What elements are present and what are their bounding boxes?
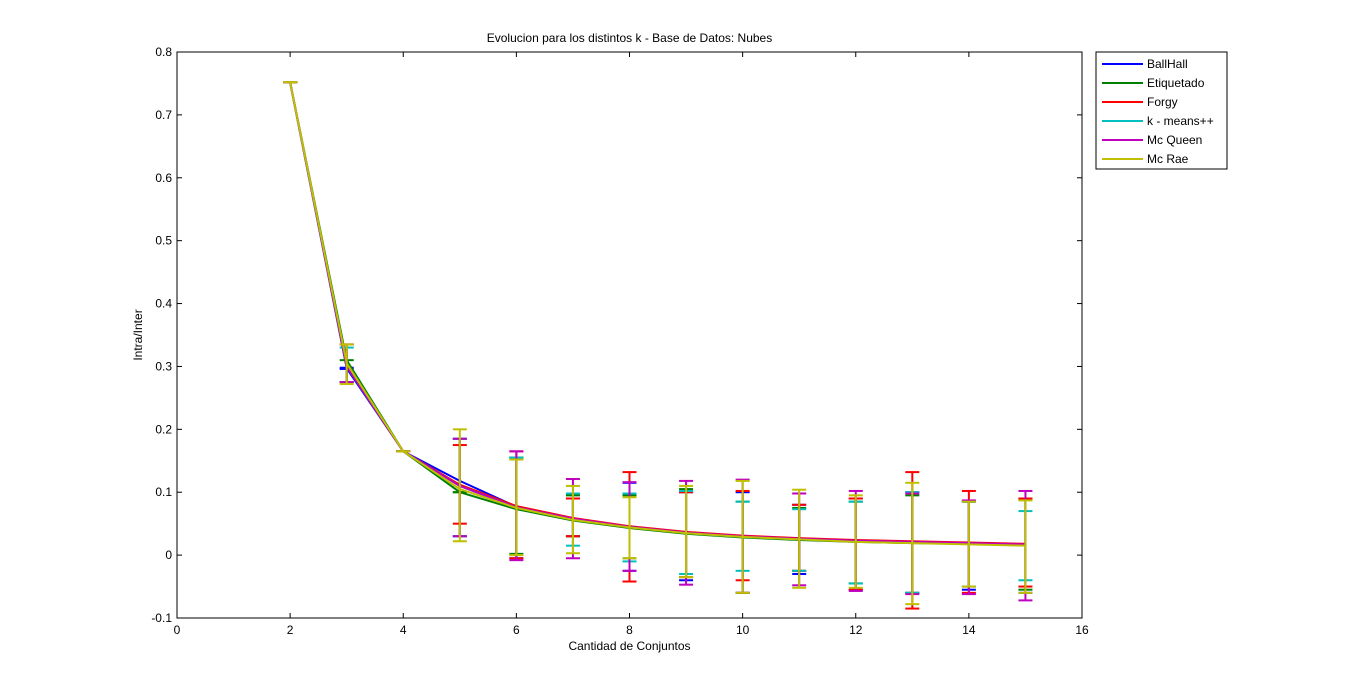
y-tick-label: 0.2 <box>155 422 172 436</box>
y-tick-label: 0.3 <box>155 359 172 373</box>
x-axis-label: Cantidad de Conjuntos <box>568 639 690 653</box>
chart-title: Evolucion para los distintos k - Base de… <box>487 31 772 45</box>
legend-label: Forgy <box>1147 95 1178 109</box>
y-axis-label: Intra/Inter <box>131 309 145 360</box>
y-tick-label: 0 <box>165 548 172 562</box>
y-tick-label: 0.8 <box>155 45 172 59</box>
legend-box <box>1095 51 1228 170</box>
legend: BallHall Etiquetado Forgy k - means++ Mc Que… <box>1095 51 1228 170</box>
legend-label: k - means++ <box>1147 114 1214 128</box>
x-tick-label: 4 <box>400 623 407 637</box>
x-tick-label: 0 <box>174 623 181 637</box>
y-tick-label: 0.5 <box>155 234 172 248</box>
y-tick-label: -0.1 <box>151 611 172 625</box>
x-tick-label: 2 <box>287 623 294 637</box>
x-tick-label: 14 <box>962 623 976 637</box>
y-tick-label: 0.4 <box>155 297 172 311</box>
x-axis: 0 2 4 6 8 10 12 14 16 <box>174 52 1089 637</box>
legend-label: Etiquetado <box>1147 76 1205 90</box>
x-tick-label: 6 <box>513 623 520 637</box>
series-mc-rae <box>283 81 1033 606</box>
x-tick-label: 8 <box>626 623 633 637</box>
series-layer <box>283 81 1033 610</box>
legend-label: Mc Queen <box>1147 133 1202 147</box>
y-tick-label: 0.6 <box>155 171 172 185</box>
x-tick-label: 10 <box>736 623 750 637</box>
legend-label: Mc Rae <box>1147 152 1189 166</box>
y-axis: -0.1 0 0.1 0.2 0.3 0.4 0.5 0.6 0.7 0.8 <box>151 45 1082 625</box>
y-tick-label: 0.1 <box>155 485 172 499</box>
series-line <box>289 81 1026 547</box>
x-tick-label: 12 <box>849 623 863 637</box>
x-tick-label: 16 <box>1075 623 1089 637</box>
legend-label: BallHall <box>1147 57 1188 71</box>
y-tick-label: 0.7 <box>155 108 172 122</box>
